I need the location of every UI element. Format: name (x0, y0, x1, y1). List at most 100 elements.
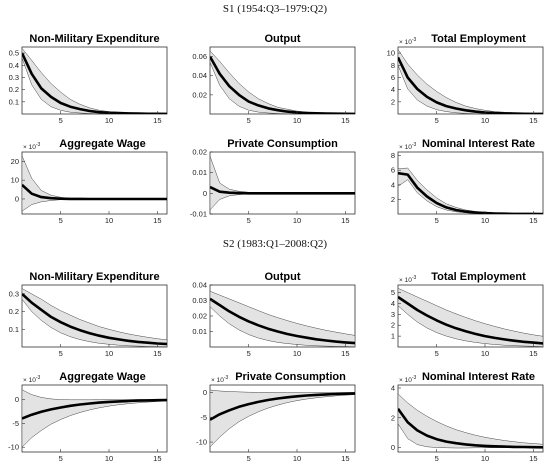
y-tick-label: 1 (391, 332, 395, 341)
axis-exponent: × 10-3 (399, 275, 417, 284)
median-response-line (22, 292, 167, 346)
x-tick-label: 5 (247, 349, 251, 358)
y-tick-label: -5 (12, 419, 19, 428)
x-tick-label: 15 (529, 349, 537, 358)
section-title-s1: S1 (1954:Q3–1979:Q2) (223, 3, 328, 15)
median-response-line (398, 408, 543, 449)
confidence-band (210, 290, 355, 347)
x-tick-label: 10 (481, 454, 489, 463)
y-tick-label: 20 (11, 157, 19, 166)
x-tick-label: 10 (481, 349, 489, 358)
x-tick-label: 10 (481, 116, 489, 125)
confidence-band (22, 389, 167, 448)
y-tick-label: 2 (391, 413, 395, 422)
x-tick-label: 10 (105, 454, 113, 463)
y-tick-label: 0.03 (192, 296, 207, 305)
panel-s2-nominal-interest-rate: Nominal Interest Rate × 10-3 0 2 4 5 10 15 (391, 371, 544, 463)
x-tick-label: 5 (435, 216, 439, 225)
y-tick-label: 10 (11, 176, 19, 185)
panel-title: Non-Military Expenditure (29, 33, 159, 45)
panel-title: Non-Military Expenditure (29, 271, 159, 283)
y-tick-label: 2 (391, 321, 395, 330)
y-tick-label: -10 (8, 443, 19, 452)
y-tick-label: 0.1 (9, 97, 19, 106)
median-response-line (22, 183, 167, 201)
median-response-line (210, 185, 355, 195)
x-tick-label: 10 (481, 216, 489, 225)
x-tick-label: 5 (247, 116, 251, 125)
panel-title: Total Employment (431, 33, 526, 45)
x-tick-label: 5 (435, 116, 439, 125)
y-tick-label: 8 (391, 61, 395, 70)
y-tick-label: 0.01 (192, 327, 207, 336)
panel-title: Nominal Interest Rate (422, 138, 535, 150)
y-tick-label: 5 (391, 288, 395, 297)
panel-title: Private Consumption (235, 371, 346, 383)
x-tick-label: 5 (59, 349, 63, 358)
y-tick-label: 4 (391, 299, 395, 308)
panel-title: Output (264, 33, 300, 45)
median-response-line (398, 171, 543, 214)
x-tick-label: 15 (153, 349, 161, 358)
panel-s2-aggregate-wage: Aggregate Wage × 10-3 -10 -5 0 5 10 15 (8, 371, 168, 463)
x-tick-label: 15 (153, 454, 161, 463)
y-tick-label: 10 (387, 49, 395, 58)
confidence-band (210, 50, 355, 114)
panel-s2-total-employment: Total Employment × 10-3 1 2 3 4 5 5 10 15 (391, 271, 544, 358)
y-tick-label: -5 (200, 413, 207, 422)
panel-s1-aggregate-wage: Aggregate Wage × 10-3 0 10 20 5 10 15 (11, 138, 168, 225)
axis-exponent: × 10-3 (23, 375, 41, 384)
y-tick-label: 0 (15, 194, 19, 203)
y-tick-label: 0.06 (192, 52, 207, 61)
x-tick-label: 10 (293, 116, 301, 125)
panel-s1-nominal-interest-rate: Nominal Interest Rate × 10-3 2 4 6 8 5 10 15 (391, 138, 544, 225)
x-tick-label: 10 (293, 216, 301, 225)
y-tick-label: 4 (391, 383, 395, 392)
x-tick-label: 5 (59, 116, 63, 125)
axis-exponent: × 10-3 (399, 142, 417, 151)
axis-exponent: × 10-3 (23, 142, 41, 151)
y-tick-label: 2 (391, 97, 395, 106)
x-tick-label: 5 (435, 349, 439, 358)
x-tick-label: 5 (247, 454, 251, 463)
panel-s2-non-military-expenditure: Non-Military Expenditure 0.1 0.2 0.3 5 10 15 (9, 271, 168, 358)
y-tick-label: 0.4 (9, 61, 19, 70)
y-tick-label: 0.01 (192, 168, 207, 177)
x-tick-label: 5 (435, 454, 439, 463)
y-tick-label: 0.02 (192, 90, 207, 99)
panel-title: Nominal Interest Rate (422, 371, 535, 383)
median-response-line (22, 398, 167, 420)
axis-exponent: × 10-3 (211, 375, 229, 384)
panel-s2-output: Output 0.01 0.02 0.03 0.04 5 10 15 (192, 271, 356, 358)
median-response-line (210, 392, 355, 421)
x-tick-label: 15 (529, 216, 537, 225)
panel-s1-non-military-expenditure: Non-Military Expenditure 0.1 0.2 0.3 0.4 0.5 5… (9, 33, 168, 125)
median-response-line (22, 52, 167, 114)
panel-title: Aggregate Wage (59, 138, 145, 150)
x-tick-label: 15 (341, 454, 349, 463)
section-title-s2: S2 (1983:Q1–2008:Q2) (223, 238, 328, 250)
y-tick-label: 0.02 (192, 148, 207, 157)
x-tick-label: 5 (59, 216, 63, 225)
plot-frame (209, 151, 356, 215)
confidence-band (22, 47, 167, 114)
x-tick-label: 15 (341, 116, 349, 125)
y-tick-label: 0.5 (9, 49, 19, 58)
x-tick-label: 15 (529, 116, 537, 125)
panel-title: Private Consumption (227, 138, 338, 150)
y-tick-label: -0.01 (190, 210, 207, 219)
panel-title: Total Employment (431, 271, 526, 283)
confidence-band (398, 288, 543, 347)
x-tick-label: 10 (293, 349, 301, 358)
panel-title: Output (264, 271, 300, 283)
panel-grid: Non-Military Expenditure 0.1 0.2 0.3 0.4 0.5 5… (8, 33, 544, 463)
panel-s1-output: Output 0.02 0.04 0.06 5 10 15 (192, 33, 356, 125)
median-response-line (210, 55, 355, 114)
y-tick-label: 0.04 (192, 281, 207, 290)
panel-s2-private-consumption: Private Consumption × 10-3 -10 -5 0 5 10 15 (196, 371, 356, 463)
x-tick-label: 15 (341, 216, 349, 225)
median-response-line (398, 56, 543, 114)
y-tick-label: 0 (15, 395, 19, 404)
y-tick-label: 0.3 (9, 289, 19, 298)
